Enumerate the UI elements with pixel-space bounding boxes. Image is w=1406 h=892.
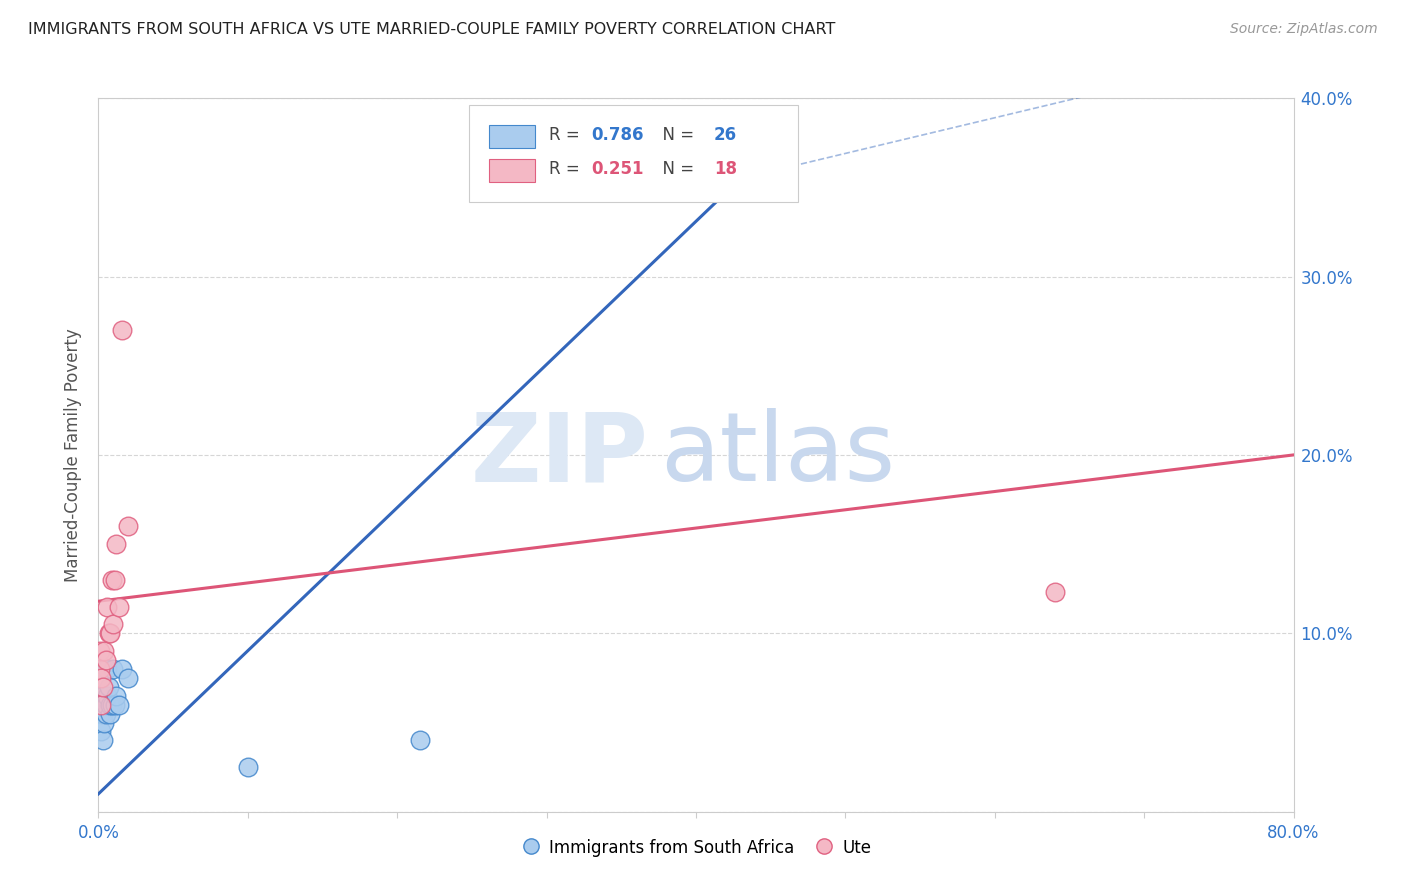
Point bbox=[1043, 585, 1066, 599]
Point bbox=[100, 706, 122, 721]
Point bbox=[117, 671, 139, 685]
Point bbox=[90, 671, 112, 685]
Point bbox=[91, 680, 114, 694]
Point bbox=[90, 698, 112, 712]
Text: 18: 18 bbox=[714, 161, 737, 178]
Text: R =: R = bbox=[548, 127, 585, 145]
Point bbox=[96, 689, 118, 703]
Point bbox=[90, 724, 112, 739]
Text: 0.786: 0.786 bbox=[591, 127, 644, 145]
Text: 26: 26 bbox=[714, 127, 737, 145]
Legend: Immigrants from South Africa, Ute: Immigrants from South Africa, Ute bbox=[513, 832, 879, 864]
Point bbox=[89, 698, 111, 712]
Point bbox=[89, 644, 111, 658]
Point bbox=[96, 599, 118, 614]
Bar bbox=[489, 160, 534, 182]
Point bbox=[101, 698, 124, 712]
Text: ZIP: ZIP bbox=[470, 409, 648, 501]
Point bbox=[90, 689, 112, 703]
Point bbox=[104, 698, 127, 712]
Point bbox=[108, 698, 131, 712]
Bar bbox=[489, 125, 534, 148]
Point bbox=[89, 706, 111, 721]
Point bbox=[94, 698, 117, 712]
Text: IMMIGRANTS FROM SOUTH AFRICA VS UTE MARRIED-COUPLE FAMILY POVERTY CORRELATION CH: IMMIGRANTS FROM SOUTH AFRICA VS UTE MARR… bbox=[28, 22, 835, 37]
Text: N =: N = bbox=[652, 161, 699, 178]
Point bbox=[101, 573, 124, 587]
Point bbox=[94, 653, 117, 667]
Y-axis label: Married-Couple Family Poverty: Married-Couple Family Poverty bbox=[65, 328, 83, 582]
Point bbox=[117, 519, 139, 533]
Point bbox=[89, 662, 111, 676]
Point bbox=[91, 706, 114, 721]
Point bbox=[91, 689, 114, 703]
Point bbox=[105, 537, 128, 551]
Point bbox=[104, 573, 127, 587]
Point bbox=[93, 662, 115, 676]
Point bbox=[111, 662, 134, 676]
Point bbox=[91, 733, 114, 747]
Point bbox=[93, 644, 115, 658]
Point bbox=[96, 662, 118, 676]
Point bbox=[100, 626, 122, 640]
Point bbox=[236, 760, 259, 774]
FancyBboxPatch shape bbox=[470, 105, 797, 202]
Point bbox=[105, 689, 128, 703]
Point bbox=[100, 698, 122, 712]
Point bbox=[93, 715, 115, 730]
Point bbox=[108, 599, 131, 614]
Text: Source: ZipAtlas.com: Source: ZipAtlas.com bbox=[1230, 22, 1378, 37]
Point bbox=[103, 617, 125, 632]
Point bbox=[94, 706, 117, 721]
Point bbox=[408, 733, 430, 747]
Text: 0.251: 0.251 bbox=[591, 161, 644, 178]
Text: atlas: atlas bbox=[661, 409, 896, 501]
Point bbox=[103, 662, 125, 676]
Point bbox=[111, 323, 134, 337]
Point bbox=[90, 698, 112, 712]
Point bbox=[97, 626, 120, 640]
Text: N =: N = bbox=[652, 127, 699, 145]
Point bbox=[97, 680, 120, 694]
Text: R =: R = bbox=[548, 161, 585, 178]
